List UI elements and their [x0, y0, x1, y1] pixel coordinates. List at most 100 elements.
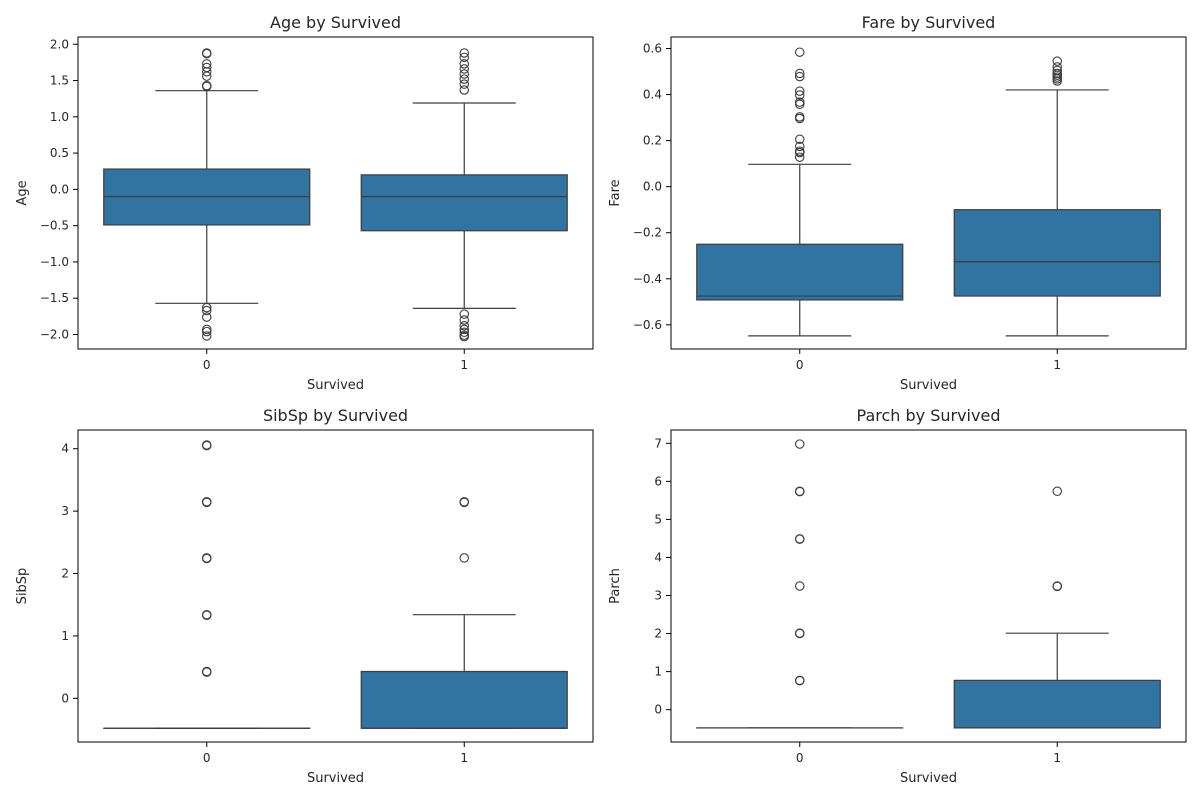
outlier-point	[794, 47, 805, 57]
box-group-1	[953, 486, 1161, 729]
outlier-point	[202, 610, 212, 621]
outlier-point	[202, 440, 212, 451]
subplot-1: −2.0 −1.5 −1.0 −0.5 0.0 0.5 1.0 1.5 2.0 0 1 Age by …	[15, 13, 594, 393]
y-tick-label: 0.0	[50, 182, 69, 196]
box-iqr	[953, 209, 1161, 297]
subplot-2: −0.6 −0.4 −0.2 0.0 0.2 0.4 0.6 0 1 Fare by Surviv…	[608, 13, 1187, 393]
x-tick-label: 0	[796, 358, 804, 372]
y-tick-label: 7	[654, 436, 662, 450]
y-tick-label: −0.5	[40, 219, 69, 233]
outlier-point	[794, 534, 805, 544]
y-tick-label: 0.5	[50, 146, 69, 160]
outlier-point	[459, 309, 469, 319]
outlier-point	[202, 67, 212, 77]
x-tick-label: 1	[1053, 751, 1061, 765]
y-tick-label: 2	[654, 627, 662, 641]
outlier-point	[459, 52, 469, 63]
outlier-point	[202, 553, 212, 564]
outlier-point	[202, 326, 212, 337]
outlier-point	[459, 59, 469, 69]
y-tick-label: 2.0	[50, 37, 69, 51]
y-axis-label: Fare	[608, 179, 623, 206]
outlier-point	[794, 152, 805, 162]
y-tick-label: 0.0	[643, 180, 662, 194]
box-iqr	[360, 174, 568, 232]
y-tick-label: 6	[654, 474, 662, 488]
y-tick-label: 1.0	[50, 110, 69, 124]
box-group-0	[103, 440, 311, 729]
x-tick-label: 0	[203, 358, 211, 372]
outlier-point	[202, 305, 212, 316]
axes-frame	[77, 36, 594, 350]
outlier-point	[459, 497, 469, 508]
outlier-point	[1052, 56, 1063, 66]
outlier-point	[459, 327, 469, 338]
outlier-point	[794, 99, 805, 109]
box-iqr	[953, 679, 1161, 729]
outlier-point	[1052, 486, 1063, 497]
box-group-1	[360, 497, 568, 729]
y-tick-label: 0.2	[643, 134, 662, 148]
outlier-point	[459, 553, 469, 563]
y-tick-label: 5	[654, 512, 662, 526]
outlier-point	[794, 147, 805, 158]
outlier-point	[202, 81, 212, 92]
x-tick-label: 1	[460, 751, 468, 765]
chart-title: Fare by Survived	[862, 13, 996, 32]
y-tick-label: 1	[654, 665, 662, 679]
x-axis-label: Survived	[307, 378, 364, 393]
subplot-3: 0 1 2 3 4 0 1 SibSp by Survived Survived SibSp	[15, 406, 594, 786]
y-tick-label: 0	[654, 703, 662, 717]
y-tick-label: 0.6	[643, 42, 662, 56]
outlier-point	[794, 68, 805, 79]
y-tick-label: 1	[61, 629, 69, 643]
outlier-point	[459, 321, 469, 331]
outlier-point	[459, 74, 469, 84]
outlier-point	[1052, 76, 1063, 86]
outlier-point	[459, 331, 469, 342]
chart-title: Parch by Survived	[857, 406, 1001, 425]
y-tick-label: 3	[61, 504, 69, 518]
outlier-point	[794, 581, 805, 591]
x-tick-label: 1	[1053, 358, 1061, 372]
outlier-point	[794, 134, 805, 144]
x-tick-label: 0	[203, 751, 211, 765]
outlier-point	[202, 302, 212, 313]
outlier-point	[1052, 581, 1063, 592]
outlier-point	[794, 90, 805, 100]
y-tick-label: −1.0	[40, 255, 69, 269]
chart-title: Age by Survived	[270, 13, 401, 32]
y-tick-label: −0.4	[633, 272, 662, 286]
outlier-point	[794, 86, 805, 96]
y-tick-label: −2.0	[40, 327, 69, 341]
box-iqr	[696, 243, 904, 301]
outlier-point	[459, 85, 469, 95]
subplot-4: 0 1 2 3 4 5 6 7 0 1 Parch by Survived Survived Parch	[608, 406, 1187, 786]
x-axis-label: Survived	[900, 378, 957, 393]
y-tick-label: 4	[61, 442, 69, 456]
x-axis-label: Survived	[900, 771, 957, 786]
outlier-point	[202, 71, 212, 81]
outlier-point	[459, 79, 469, 89]
outlier-point	[459, 324, 469, 335]
outlier-point	[459, 48, 469, 58]
outlier-point	[202, 667, 212, 677]
outlier-point	[202, 312, 212, 322]
x-tick-label: 1	[460, 358, 468, 372]
outlier-point	[202, 48, 212, 59]
y-tick-label: −0.6	[633, 318, 662, 332]
x-tick-label: 0	[796, 751, 804, 765]
y-tick-label: −0.2	[633, 226, 662, 240]
box-iqr	[360, 670, 568, 729]
outlier-point	[459, 69, 469, 79]
box-group-0	[696, 47, 904, 337]
box-group-0	[696, 439, 904, 729]
y-axis-label: SibSp	[15, 568, 30, 605]
axes-frame	[670, 36, 1187, 350]
outlier-point	[794, 486, 805, 497]
outlier-point	[794, 675, 805, 686]
outlier-point	[459, 315, 469, 325]
chart-title: SibSp by Survived	[263, 406, 408, 425]
y-axis-label: Age	[15, 180, 30, 205]
